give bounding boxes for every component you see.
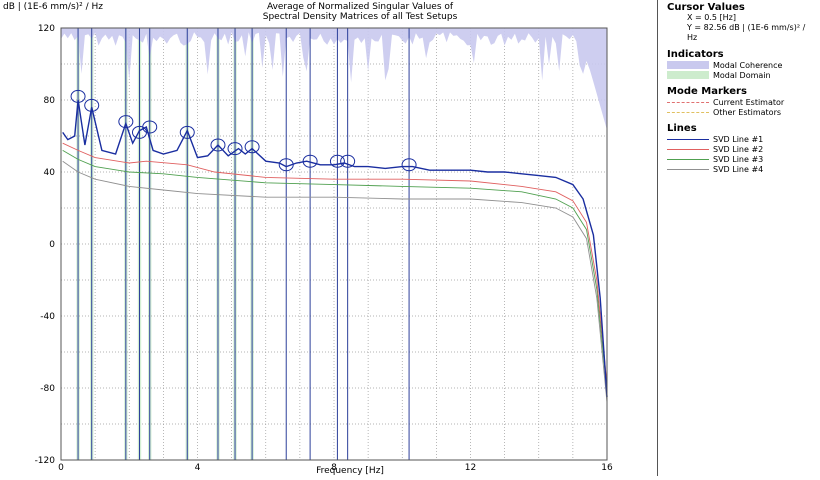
peak-marker [278,158,294,172]
marker-other-estimators[interactable]: Other Estimators [667,107,817,117]
y-tick-label: 80 [44,96,56,106]
current-estimator-swatch [667,101,709,103]
x-tick-label: 8 [331,463,337,473]
indicator-modal-coherence[interactable]: Modal Coherence [667,60,817,70]
x-tick-label: 12 [465,463,476,473]
peak-marker [401,158,417,172]
indicator-label: Modal Domain [713,70,771,80]
series-line [62,142,608,385]
cursor-x-value: X = 0.5 [Hz] [687,13,736,22]
cursor-values-title: Cursor Values [667,2,745,13]
marker-current-estimator[interactable]: Current Estimator [667,97,817,107]
legend-svd-line-2[interactable]: SVD Line #2 [667,144,817,154]
modal-coherence-fill [61,28,607,130]
peak-marker [84,98,100,112]
y-tick-label: -80 [40,384,55,394]
y-tick-label: 120 [38,24,55,34]
marker-label: Other Estimators [713,107,782,117]
peak-marker [302,154,318,168]
series-line [62,150,608,392]
modal-domain-bands [76,28,254,460]
y-tick-label: -120 [35,456,56,466]
x-axis-label: Frequency [Hz] [316,466,384,476]
svd-line-1-swatch [667,138,709,140]
grid-lines [61,28,607,460]
x-tick-label: 0 [58,463,64,473]
svd-line-2-swatch [667,148,709,150]
svd-lines [62,99,608,403]
peak-marker [118,115,134,129]
cursor-y-value: Y = 82.56 dB | (1E-6 mm/s)² / Hz [687,23,806,42]
peak-marker [179,125,195,139]
x-tick-label: 16 [601,463,613,473]
modal-coherence-area [61,28,607,130]
mode-lines [77,28,410,460]
chart-title-line2: Spectral Density Matrices of all Test Se… [262,12,458,22]
x-tick-label: 4 [195,463,201,473]
modal-domain-swatch [667,71,709,79]
marker-label: Current Estimator [713,97,785,107]
side-panel: Cursor Values X = 0.5 [Hz] Y = 82.56 dB … [667,2,817,174]
peak-marker [244,140,260,154]
peak-marker [340,154,356,168]
legend-svd-line-1[interactable]: SVD Line #1 [667,134,817,144]
legend-svd-line-3[interactable]: SVD Line #3 [667,154,817,164]
chart-title-line1: Average of Normalized Singular Values of [266,2,454,12]
peak-markers [70,89,417,172]
y-tick-label: 40 [44,168,56,178]
peak-marker [227,142,243,156]
modal-coherence-swatch [667,61,709,69]
legend-label: SVD Line #1 [713,134,764,144]
indicator-modal-domain[interactable]: Modal Domain [667,70,817,80]
y-tick-label: -40 [40,312,55,322]
indicator-label: Modal Coherence [713,60,783,70]
svd-line-4-swatch [667,168,709,170]
legend-label: SVD Line #4 [713,164,764,174]
y-tick-label: 0 [49,240,55,250]
other-estimators-swatch [667,111,709,113]
svd-line-3-swatch [667,158,709,160]
peak-marker [210,138,226,152]
legend-svd-line-4[interactable]: SVD Line #4 [667,164,817,174]
indicators-title: Indicators [667,49,724,60]
legend-label: SVD Line #3 [713,154,764,164]
peak-marker [329,154,345,168]
peak-marker [70,89,86,103]
series-line [62,99,608,398]
plot-frame [60,27,608,461]
panel-divider [657,0,658,476]
y-axis-label: dB | (1E-6 mm/s)² / Hz [3,2,104,12]
lines-title: Lines [667,123,697,134]
peak-marker [142,120,158,134]
series-line [62,160,608,403]
mode-markers-title: Mode Markers [667,86,747,97]
legend-label: SVD Line #2 [713,144,764,154]
